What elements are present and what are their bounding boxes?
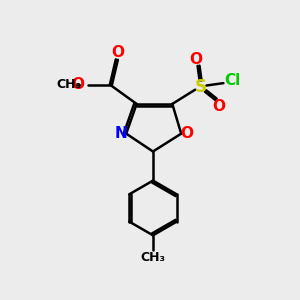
Text: S: S bbox=[194, 78, 206, 96]
Text: O: O bbox=[180, 126, 193, 141]
Text: O: O bbox=[190, 52, 202, 67]
Text: O: O bbox=[212, 99, 225, 114]
Text: O: O bbox=[111, 45, 124, 60]
Text: CH₃: CH₃ bbox=[56, 78, 81, 91]
Text: Cl: Cl bbox=[224, 73, 241, 88]
Text: CH₃: CH₃ bbox=[140, 251, 166, 264]
Text: N: N bbox=[115, 126, 127, 141]
Text: O: O bbox=[71, 77, 84, 92]
